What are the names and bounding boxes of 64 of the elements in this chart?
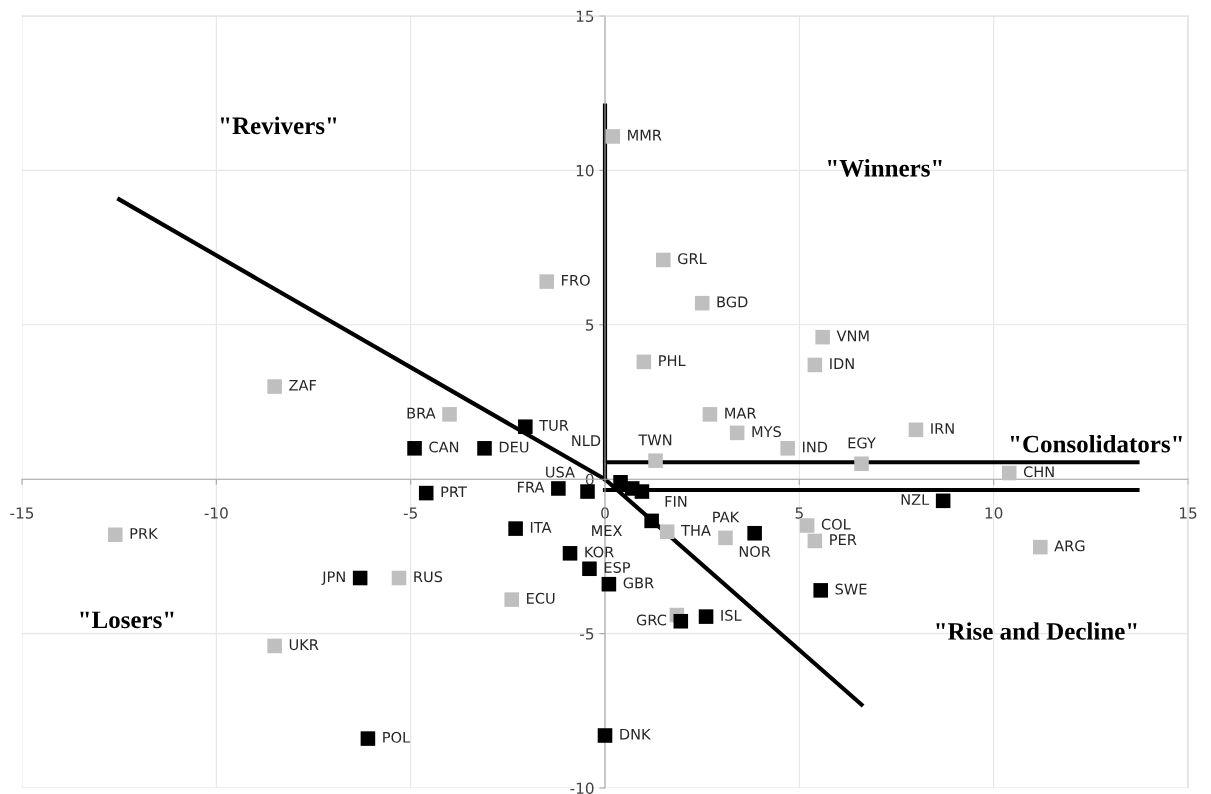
x-tick-label: 0	[601, 507, 609, 519]
x-tick-label: -10	[204, 507, 228, 519]
x-tick-label: 5	[795, 507, 803, 519]
annotation: MEX	[592, 525, 623, 536]
annotation: TWN	[638, 434, 672, 446]
annotation: PHL	[659, 355, 686, 366]
annotation: PAK	[713, 511, 740, 523]
annotation: PER	[830, 534, 857, 545]
annotation: VNM	[836, 330, 869, 342]
annotation: DNK	[620, 728, 651, 740]
annotation: BRA	[407, 407, 436, 419]
y-tick-label: -5	[580, 628, 594, 640]
annotation: IRN	[931, 423, 954, 434]
annotation: ESP	[604, 561, 631, 573]
annotation: ARG	[1054, 540, 1085, 552]
annotation: CAN	[429, 441, 459, 453]
y-tick-label: 10	[576, 164, 594, 177]
annotation: IND	[802, 441, 828, 453]
annotation: TUR	[539, 420, 569, 431]
annotation: FRO	[562, 274, 590, 286]
x-tick-label: 15	[1179, 507, 1197, 519]
annotation: ISL	[721, 609, 742, 621]
annotation: USA	[546, 466, 575, 478]
annotation: GRC	[636, 614, 667, 626]
annotation: MAR	[725, 407, 757, 419]
annotation: COL	[821, 518, 851, 530]
annotation: ZAF	[289, 379, 317, 391]
annotation: "Winners"	[828, 159, 942, 177]
annotation: NZL	[901, 494, 930, 505]
annotation: GRL	[678, 253, 707, 265]
annotation: IDN	[830, 358, 854, 369]
x-tick-label: -15	[10, 507, 34, 519]
annotation: THA	[681, 525, 711, 536]
y-tick-label: -10	[570, 782, 594, 794]
annotation: "Losers"	[80, 611, 174, 629]
annotation: "Revivers"	[220, 116, 337, 135]
annotation: SWE	[835, 583, 867, 595]
annotation: MYS	[752, 426, 781, 438]
annotation: KOR	[585, 546, 614, 558]
annotation: ITA	[530, 522, 552, 533]
annotation: FRA	[517, 481, 545, 493]
x-tick-label: 10	[985, 507, 1003, 519]
y-tick-label: 0	[585, 473, 594, 486]
annotation: GBR	[623, 577, 654, 589]
annotation: CHN	[1023, 466, 1054, 478]
annotation: JPN	[321, 571, 345, 585]
annotation: RUS	[414, 571, 443, 583]
annotation: EGY	[848, 437, 876, 449]
x-tick-label: -5	[403, 507, 417, 519]
y-tick-label: 15	[576, 10, 594, 23]
annotation: MMR	[628, 129, 662, 141]
annotation: DEU	[499, 441, 529, 453]
annotation: ECU	[527, 592, 555, 604]
annotation: FIN	[665, 496, 687, 507]
annotation: NLD	[572, 435, 601, 446]
annotation: PRK	[130, 528, 158, 539]
annotation: NOR	[739, 546, 771, 558]
annotation: BGD	[717, 296, 748, 308]
annotation: UKR	[289, 639, 319, 651]
y-tick-label: 5	[586, 319, 594, 331]
annotation: PRT	[441, 486, 467, 498]
annotation: POL	[383, 731, 411, 743]
annotation: "Consolidators"	[1010, 434, 1182, 453]
annotation: "Rise and Decline"	[936, 622, 1137, 640]
